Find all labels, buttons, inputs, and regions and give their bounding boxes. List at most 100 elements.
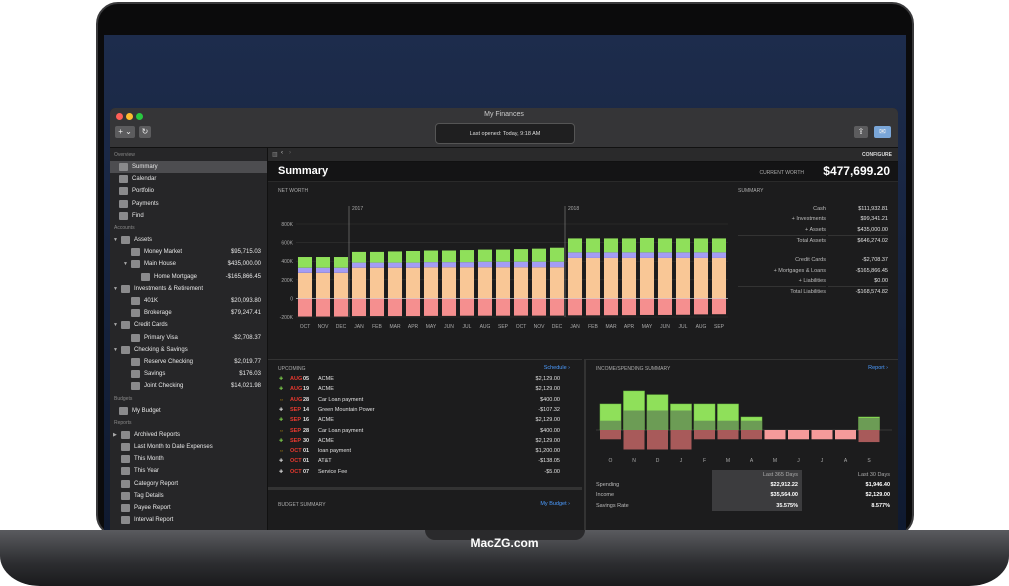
upcoming-panel: UPCOMING Schedule › ✚ AUG 05 ACME $2,129.00 ✚…	[268, 359, 582, 485]
bar-investments	[675, 252, 691, 258]
disclosure-down-icon[interactable]: ▼	[113, 285, 118, 292]
upcoming-row[interactable]: ✚ SEP 30 ACME $2,129.00	[268, 436, 582, 446]
spending-bar	[788, 430, 809, 440]
disclosure-down-icon[interactable]: ▼	[113, 346, 118, 353]
upcoming-row[interactable]: ⇔ OCT 01 loan payment $1,200.00	[268, 446, 582, 456]
sidebar-item[interactable]: Last Month to Date Expenses	[110, 441, 267, 453]
income-v1: $22,912.22	[770, 482, 798, 488]
overlap-bar	[670, 410, 692, 430]
upcoming-row[interactable]: ⇔ AUG 28 Car Loan payment $400.00	[268, 395, 582, 405]
x-tick-label: M	[773, 458, 777, 464]
close-button[interactable]	[116, 113, 123, 120]
spending-bar	[741, 430, 762, 440]
x-tick-label: FEB	[588, 324, 598, 330]
refresh-button[interactable]: ↻	[139, 126, 151, 138]
sidebar-item-value: $435,000.00	[227, 261, 261, 268]
sidebar-item[interactable]: My Budget	[110, 405, 267, 417]
sidebar-item[interactable]: Savings $176.03	[110, 368, 267, 380]
schedule-link[interactable]: Schedule ›	[543, 365, 570, 371]
folder-icon	[121, 430, 130, 439]
export-button[interactable]: ⇪	[854, 126, 868, 138]
inbox-button[interactable]: ✉	[874, 126, 891, 138]
zoom-button[interactable]	[136, 113, 143, 120]
forward-icon[interactable]: ›	[289, 150, 291, 156]
bar-liabilities	[531, 298, 547, 316]
sidebar-item-label: Portfolio	[132, 188, 155, 195]
report-link[interactable]: Report ›	[868, 365, 888, 371]
sidebar-item-label: Tag Details	[134, 492, 164, 499]
upcoming-month: SEP	[290, 406, 302, 413]
bar-cash	[567, 238, 583, 253]
bar-assets	[711, 257, 727, 299]
summary-value: $0.00	[874, 277, 888, 284]
minimize-button[interactable]	[126, 113, 133, 120]
sidebar-item[interactable]: Portfolio	[110, 185, 267, 197]
sidebar-toggle-icon[interactable]: ▥	[272, 152, 278, 158]
sidebar-item[interactable]: Primary Visa -$2,708.37	[110, 332, 267, 344]
y-tick-label: -200K	[280, 315, 294, 321]
upcoming-month: OCT	[290, 458, 302, 465]
account-icon	[131, 382, 140, 391]
sidebar-item[interactable]: Brokerage $79,247.41	[110, 307, 267, 319]
add-button[interactable]: + ⌄	[115, 126, 135, 138]
sidebar-item[interactable]: Reserve Checking $2,019.77	[110, 356, 267, 368]
bar-assets	[423, 267, 439, 299]
upcoming-row[interactable]: ✚ AUG 05 ACME $2,129.00	[268, 374, 582, 384]
disclosure-down-icon[interactable]: ▼	[123, 261, 128, 268]
configure-button[interactable]: CONFIGURE	[862, 152, 892, 158]
sidebar-item[interactable]: ▼ Assets	[110, 234, 267, 246]
sidebar-item[interactable]: Find	[110, 210, 267, 222]
upcoming-amount: $2,129.00	[535, 386, 560, 393]
back-icon[interactable]: ‹	[281, 150, 283, 156]
bar-investments	[711, 252, 727, 258]
sidebar-item[interactable]: ▶ Archived Reports	[110, 429, 267, 441]
upcoming-row[interactable]: ✚ OCT 07 Service Fee -$5.00	[268, 467, 582, 477]
sidebar-item[interactable]: This Year	[110, 465, 267, 477]
disclosure-down-icon[interactable]: ▼	[113, 322, 118, 329]
x-tick-label: J	[797, 458, 800, 464]
bar-cash	[603, 238, 619, 253]
sidebar-item[interactable]: Payments	[110, 198, 267, 210]
sidebar-item[interactable]: 401K $20,093.80	[110, 295, 267, 307]
x-tick-label: AUG	[480, 324, 491, 330]
sidebar-item[interactable]: This Month	[110, 453, 267, 465]
x-tick-label: J	[821, 458, 824, 464]
summary-label: + Mortgages & Loans	[773, 267, 826, 274]
sidebar-item-value: $79,247.41	[230, 310, 261, 317]
sidebar-item[interactable]: Joint Checking $14,021.98	[110, 380, 267, 392]
sidebar-item[interactable]: Summary	[110, 161, 267, 173]
y-tick-label: 600K	[281, 241, 293, 247]
sidebar-item[interactable]: ▼ Credit Cards	[110, 319, 267, 331]
sidebar-item[interactable]: ▼ Investments & Retirement	[110, 283, 267, 295]
sidebar-item[interactable]: Home Mortgage -$165,866.45	[110, 271, 267, 283]
sidebar-item-label: Home Mortgage	[154, 273, 198, 280]
sidebar-item[interactable]: ▼ Main House $435,000.00	[110, 258, 267, 270]
bar-cash	[693, 238, 709, 253]
overlap-bar	[694, 420, 715, 430]
income-v2: $2,129.00	[865, 492, 890, 499]
disclosure-right-icon[interactable]: ▶	[113, 431, 117, 438]
upcoming-row[interactable]: ✚ SEP 16 ACME $2,129.00	[268, 415, 582, 425]
sidebar-item[interactable]: Interval Report	[110, 514, 267, 526]
bar-liabilities	[495, 298, 511, 316]
bar-investments	[657, 252, 673, 258]
transfer-arrow-icon: ⇔	[279, 396, 284, 403]
upcoming-row[interactable]: ✚ AUG 19 ACME $2,129.00	[268, 384, 582, 394]
sidebar-item[interactable]: Payee Report	[110, 502, 267, 514]
sidebar-item-value: $176.03	[239, 371, 261, 378]
main-content: ▥ ‹ › CONFIGURE Summary CURRENT WORTH $4…	[268, 148, 898, 530]
sidebar-item[interactable]: Tag Details	[110, 490, 267, 502]
sidebar-item[interactable]: Money Market $95,715.03	[110, 246, 267, 258]
my-budget-link[interactable]: My Budget ›	[540, 501, 570, 507]
sidebar-item[interactable]: Category Report	[110, 478, 267, 490]
bar-assets	[531, 267, 547, 299]
disclosure-down-icon[interactable]: ▼	[113, 237, 118, 243]
sidebar-item[interactable]: ▼ Checking & Savings	[110, 344, 267, 356]
upcoming-row[interactable]: ⇔ SEP 28 Car Loan payment $400.00	[268, 426, 582, 436]
x-tick-label: JUN	[660, 324, 670, 330]
upcoming-row[interactable]: ✚ OCT 01 AT&T -$138.05	[268, 456, 582, 466]
sidebar-item-label: Credit Cards	[134, 322, 168, 329]
sidebar-item[interactable]: Calendar	[110, 173, 267, 185]
upcoming-row[interactable]: ✚ SEP 14 Green Mountain Power -$107.32	[268, 405, 582, 415]
screen: My Finances + ⌄ ↻ Last opened: Today, 9:…	[104, 35, 906, 530]
